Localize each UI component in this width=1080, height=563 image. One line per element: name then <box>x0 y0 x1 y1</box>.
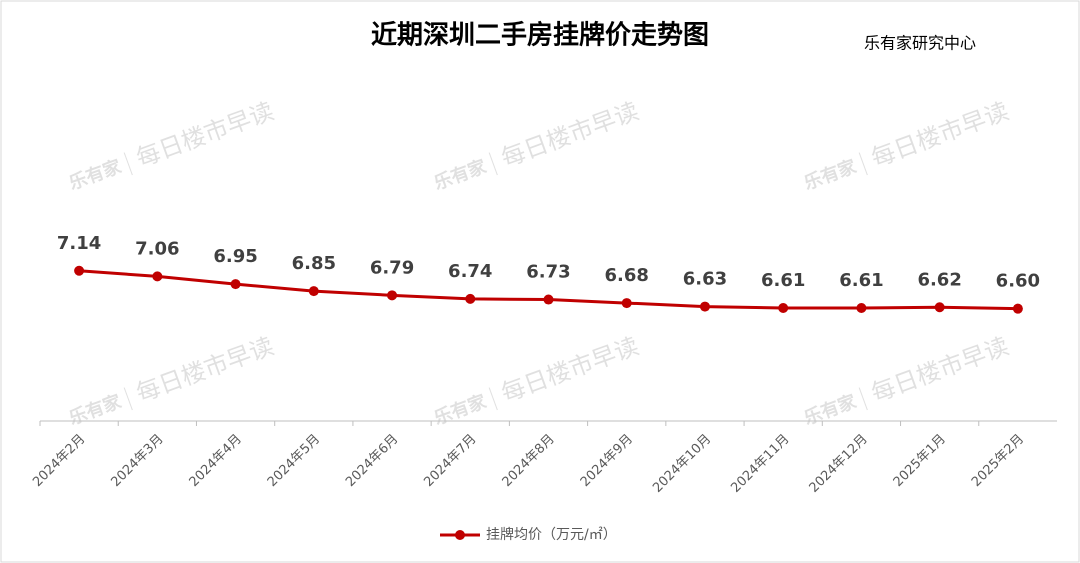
point <box>778 302 789 313</box>
point <box>230 279 241 290</box>
watermark-divider <box>488 387 498 411</box>
data-label: 6.85 <box>292 253 336 274</box>
point <box>699 301 710 312</box>
data-label: 6.79 <box>370 257 414 278</box>
point <box>934 302 945 313</box>
point <box>465 293 476 304</box>
watermark-divider <box>488 152 498 176</box>
point <box>308 286 319 297</box>
data-label: 6.95 <box>213 246 257 267</box>
point <box>152 271 163 282</box>
data-label: 6.68 <box>605 265 649 286</box>
data-label: 6.61 <box>761 270 805 291</box>
legend-label: 挂牌均价（万元/㎡） <box>486 526 617 543</box>
point <box>856 302 867 313</box>
point <box>621 298 632 309</box>
data-label: 7.14 <box>57 233 101 254</box>
point <box>543 294 554 305</box>
watermark-divider <box>123 152 133 176</box>
point <box>387 290 398 301</box>
point <box>74 265 85 276</box>
legend-marker <box>455 530 465 540</box>
data-label: 6.62 <box>917 269 961 290</box>
data-label: 7.06 <box>135 238 179 259</box>
point <box>1012 303 1023 314</box>
data-label: 6.63 <box>683 269 727 290</box>
data-label: 6.60 <box>996 271 1040 292</box>
watermark-divider <box>858 387 868 411</box>
source: 乐有家研究中心 <box>864 34 976 53</box>
watermark-divider <box>123 387 133 411</box>
data-label: 6.73 <box>526 262 570 283</box>
watermark-divider <box>858 152 868 176</box>
chart-title: 近期深圳二手房挂牌价走势图 <box>371 20 709 51</box>
data-label: 6.61 <box>839 270 883 291</box>
data-label: 6.74 <box>448 261 492 282</box>
